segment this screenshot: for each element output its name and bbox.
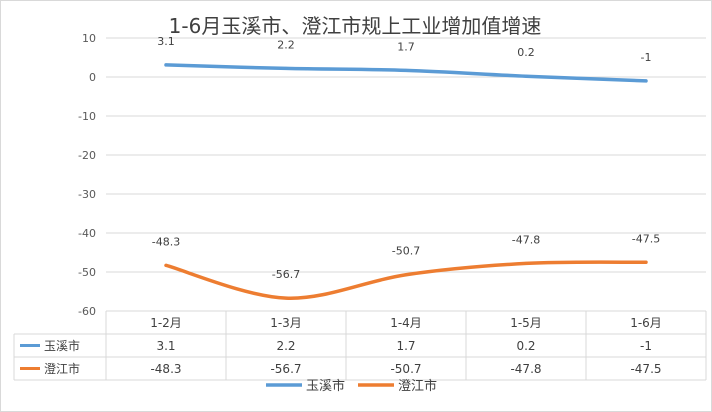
gridlines xyxy=(106,37,706,312)
y-tick-label: -20 xyxy=(78,149,96,162)
data-table: 1-2月 1-3月 1-4月 1-5月 1-6月玉溪市 3.1 2.2 1.7 0.2 -1 澄江市… xyxy=(13,310,707,381)
y-tick-label: -60 xyxy=(78,305,96,318)
data-point xyxy=(404,68,408,72)
legend: 玉溪市 澄江市 xyxy=(266,378,437,394)
data-label: -1 xyxy=(641,51,652,64)
data-point xyxy=(284,66,288,70)
x-tick-label: 1-5月 xyxy=(510,316,542,330)
table-cell: -47.5 xyxy=(630,362,661,376)
data-label: 2.2 xyxy=(277,38,295,51)
table-cell: 1.7 xyxy=(396,339,415,353)
x-tick-label: 1-6月 xyxy=(630,316,662,330)
y-tick-label: 10 xyxy=(82,32,96,45)
data-point xyxy=(164,263,168,267)
data-label: 1.7 xyxy=(397,40,415,53)
data-point xyxy=(644,79,648,83)
data-label: 0.2 xyxy=(517,46,535,59)
table-series-name: 玉溪市 xyxy=(44,338,80,353)
table-cell: -48.3 xyxy=(150,362,181,376)
table-cell: -50.7 xyxy=(390,362,421,376)
x-tick-label: 1-4月 xyxy=(390,316,422,330)
table-cell: -56.7 xyxy=(270,362,301,376)
data-label: -47.5 xyxy=(632,232,660,245)
legend-label: 玉溪市 xyxy=(306,378,345,394)
data-label: -48.3 xyxy=(152,235,180,248)
table-cell: -1 xyxy=(640,339,652,353)
table-cell: -47.8 xyxy=(510,362,541,376)
legend-label: 澄江市 xyxy=(398,378,437,394)
series-line-0 xyxy=(164,63,648,83)
table-cell: 3.1 xyxy=(156,339,175,353)
y-tick-label: -10 xyxy=(78,110,96,123)
data-point xyxy=(524,74,528,78)
data-labels: 3.1 2.2 1.7 0.2 -1 -48.3 -56.7 -50.7 -47.8 -47.5 xyxy=(152,35,660,281)
chart-title: 1-6月玉溪市、澄江市规上工业增加值增速 xyxy=(169,14,542,38)
table-cell: 2.2 xyxy=(276,339,295,353)
data-point xyxy=(404,273,408,277)
y-tick-label: -40 xyxy=(78,227,96,240)
data-point xyxy=(644,260,648,264)
data-label: 3.1 xyxy=(157,35,175,48)
y-tick-label: 0 xyxy=(89,71,96,84)
y-axis-ticks: 10 0 -10 -20 -30 -40 -50 -60 xyxy=(78,32,96,318)
data-point xyxy=(284,296,288,300)
data-label: -50.7 xyxy=(392,245,420,258)
data-label: -47.8 xyxy=(512,233,540,246)
series-lines xyxy=(164,63,648,300)
series-line-1 xyxy=(164,260,648,300)
x-tick-label: 1-2月 xyxy=(150,316,182,330)
table-series-name: 澄江市 xyxy=(44,361,80,376)
y-tick-label: -30 xyxy=(78,188,96,201)
y-tick-label: -50 xyxy=(78,266,96,279)
data-label: -56.7 xyxy=(272,268,300,281)
data-point xyxy=(164,63,168,67)
x-tick-label: 1-3月 xyxy=(270,316,302,330)
table-cell: 0.2 xyxy=(516,339,535,353)
data-point xyxy=(524,261,528,265)
